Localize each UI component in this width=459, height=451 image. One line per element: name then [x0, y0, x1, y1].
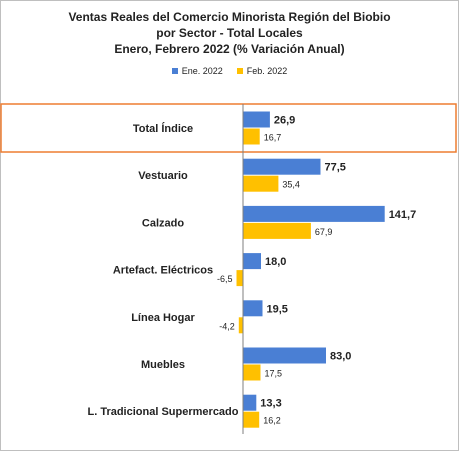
- category-label-muebles: Muebles: [141, 359, 185, 371]
- data-label-feb-total-indice: 16,7: [264, 133, 282, 143]
- legend-label-ene: Ene. 2022: [181, 66, 223, 76]
- bar-feb-linea-hogar: [238, 317, 243, 334]
- bar-ene-total-indice: [243, 111, 270, 128]
- legend-swatch-ene: [171, 68, 178, 74]
- data-label-ene-artefact-electricos: 18,0: [265, 256, 286, 268]
- chart-title-line-1: Ventas Reales del Comercio Minorista Reg…: [68, 10, 391, 24]
- data-label-ene-total-indice: 26,9: [274, 115, 295, 127]
- legend-item-feb: Feb. 2022: [236, 66, 288, 76]
- data-label-feb-l-tradicional-supermercado: 16,2: [263, 416, 281, 426]
- bar-ene-artefact-electricos: [243, 253, 261, 270]
- bar-ene-linea-hogar: [243, 300, 263, 317]
- legend-swatch-feb: [236, 68, 243, 74]
- bar-ene-calzado: [243, 205, 385, 222]
- bar-ene-l-tradicional-supermercado: [243, 394, 257, 411]
- data-label-feb-calzado: 67,9: [315, 227, 333, 237]
- category-label-calzado: Calzado: [142, 217, 184, 229]
- bar-feb-vestuario: [243, 175, 279, 192]
- data-label-feb-linea-hogar: -4,2: [219, 321, 235, 331]
- data-label-feb-artefact-electricos: -6,5: [217, 274, 233, 284]
- data-label-ene-muebles: 83,0: [330, 351, 351, 363]
- bar-feb-total-indice: [243, 128, 260, 145]
- category-label-artefact-electricos: Artefact. Eléctricos: [113, 265, 213, 277]
- bar-feb-calzado: [243, 222, 311, 239]
- chart-title-line-2: por Sector - Total Locales: [156, 26, 303, 40]
- data-label-ene-calzado: 141,7: [389, 209, 417, 221]
- bar-ene-vestuario: [243, 158, 321, 175]
- chart-title-line-3: Enero, Febrero 2022 (% Variación Anual): [114, 42, 345, 56]
- bar-feb-artefact-electricos: [236, 270, 243, 287]
- legend-item-ene: Ene. 2022: [171, 66, 223, 76]
- data-label-ene-vestuario: 77,5: [325, 162, 346, 174]
- data-label-ene-l-tradicional-supermercado: 13,3: [260, 398, 281, 410]
- category-label-l-tradicional-supermercado: L. Tradicional Supermercado: [88, 406, 239, 418]
- category-label-total-indice: Total Índice: [133, 122, 193, 135]
- highlight-box-total-indice: [0, 103, 457, 153]
- data-label-ene-linea-hogar: 19,5: [267, 303, 288, 315]
- data-label-feb-muebles: 17,5: [265, 369, 283, 379]
- legend-label-feb: Feb. 2022: [246, 66, 288, 76]
- bar-feb-muebles: [243, 364, 261, 381]
- data-label-feb-vestuario: 35,4: [282, 180, 300, 190]
- bar-feb-l-tradicional-supermercado: [243, 411, 260, 428]
- category-label-linea-hogar: Línea Hogar: [131, 312, 195, 324]
- bar-ene-muebles: [243, 347, 326, 364]
- legend: Ene. 2022 Feb. 2022: [0, 66, 459, 76]
- category-label-vestuario: Vestuario: [138, 170, 188, 182]
